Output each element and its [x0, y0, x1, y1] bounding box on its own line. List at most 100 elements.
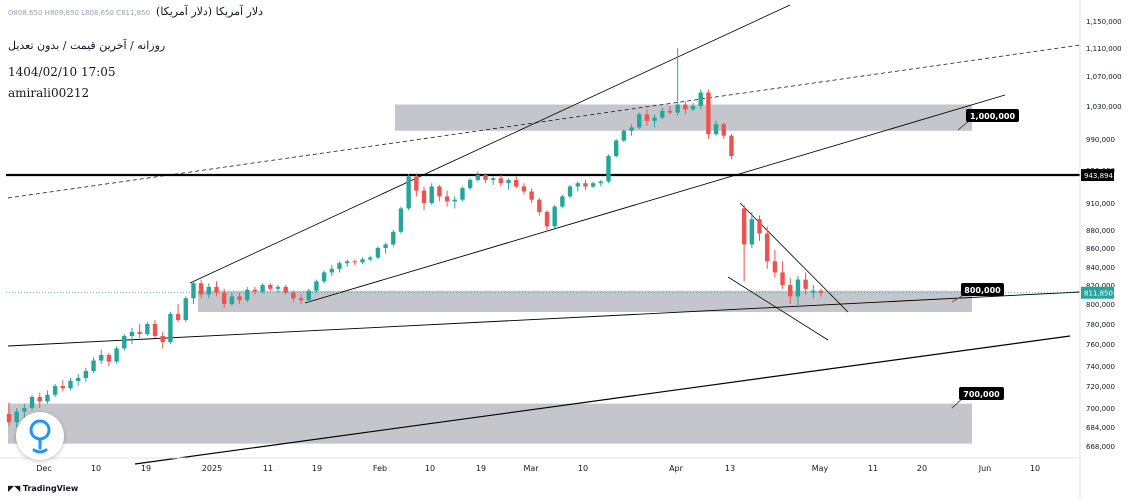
candle [721, 122, 726, 139]
candle-body [491, 178, 496, 180]
trend-line [189, 4, 791, 284]
candle-body [437, 186, 442, 197]
zone-callout-label: 1,000,000 [970, 112, 1015, 121]
symbol-name: دلار آمریکا (دلار آمریکا) [156, 5, 264, 18]
x-tick-label: Mar [523, 464, 539, 473]
candle-body [352, 261, 358, 263]
candle [137, 324, 142, 338]
publisher-logo[interactable] [16, 412, 64, 460]
tradingview-watermark[interactable]: ◤◥ TradingView [8, 484, 78, 493]
candle [106, 352, 112, 366]
candle-body [337, 263, 342, 269]
candle-body [222, 292, 227, 304]
candle-body [129, 332, 135, 336]
candle [237, 292, 242, 304]
candle [590, 181, 596, 189]
candle [698, 89, 703, 110]
candle [245, 286, 250, 303]
candle-body [629, 127, 634, 131]
candle [675, 48, 680, 116]
candle-body [521, 186, 527, 192]
x-tick-label: 11 [263, 464, 273, 473]
chart-subtitle: روزانه / آخرین قیمت / بدون تعدیل [8, 39, 166, 52]
pin-icon [29, 419, 51, 454]
candle [268, 283, 273, 291]
candle-body [375, 248, 381, 258]
candle [60, 380, 65, 392]
candle-body [183, 298, 188, 320]
candle [260, 283, 265, 294]
candle-body [91, 360, 96, 371]
candle [621, 129, 627, 143]
x-tick-label: 20 [917, 464, 927, 473]
candle [298, 294, 304, 304]
candle-body [298, 298, 304, 301]
candle-body [444, 196, 450, 202]
candle [629, 124, 634, 136]
ohlc-values: O808,650 H809,850 L808,650 C811,850 [8, 9, 151, 17]
candle [222, 288, 227, 308]
candle [191, 281, 196, 304]
candle-body [772, 261, 778, 273]
candle-body [741, 208, 747, 245]
candle-body [567, 186, 573, 197]
candle-body [152, 324, 158, 336]
candle [667, 106, 673, 115]
candle-body [644, 114, 650, 121]
candle [344, 259, 350, 267]
x-tick-label: 10 [91, 464, 101, 473]
candle-body [99, 355, 104, 361]
candle-body [214, 286, 219, 293]
tradingview-logo-icon: ◤◥ [8, 484, 23, 493]
y-tick-label: 820,000 [1086, 282, 1115, 290]
candle [729, 134, 734, 160]
last-price-label-bg [1081, 286, 1114, 299]
candle-body [291, 292, 296, 299]
zone-callout: 800,000 [951, 283, 1004, 303]
candle [283, 285, 288, 295]
zone-callout: 1,000,000 [957, 109, 1019, 131]
candle-body [191, 283, 196, 299]
candle-body [467, 179, 473, 189]
y-tick-label: 684,000 [1086, 424, 1115, 432]
price-zone [8, 403, 972, 444]
candle-body [452, 199, 457, 202]
candle-body [344, 261, 350, 264]
y-tick-label: 760,000 [1086, 341, 1115, 349]
candle-body [329, 268, 334, 273]
candle [598, 179, 603, 187]
candle [772, 249, 778, 278]
y-tick-label: 800,000 [1086, 301, 1115, 309]
candle-body [757, 219, 762, 234]
trend-line [304, 94, 1006, 304]
y-tick-label: 990,000 [1086, 136, 1115, 144]
x-tick-label: 10 [578, 464, 588, 473]
candle-body [175, 314, 181, 320]
candle [788, 277, 793, 304]
candle [552, 204, 557, 229]
candle [583, 179, 588, 190]
candle [795, 276, 801, 308]
candle-body [675, 104, 680, 113]
candle [360, 257, 365, 265]
candle [414, 173, 419, 197]
candle-body [575, 183, 580, 187]
candle [613, 139, 619, 158]
candle-body [383, 244, 388, 248]
key-level-label: 943,894 [1081, 169, 1114, 182]
candle-body [145, 324, 150, 334]
x-tick-label: 10 [425, 464, 435, 473]
zone-callout-bg [959, 387, 1004, 400]
candle [321, 270, 327, 284]
x-tick-label: 19 [141, 464, 151, 473]
candle-body [122, 336, 127, 349]
candle-body [590, 183, 596, 187]
candle-body [198, 283, 204, 295]
candle [606, 154, 611, 184]
key-level-label-bg [1081, 169, 1114, 182]
candle [291, 290, 296, 303]
candle-body [37, 397, 42, 402]
y-tick-label: 1,150,000 [1086, 18, 1122, 26]
